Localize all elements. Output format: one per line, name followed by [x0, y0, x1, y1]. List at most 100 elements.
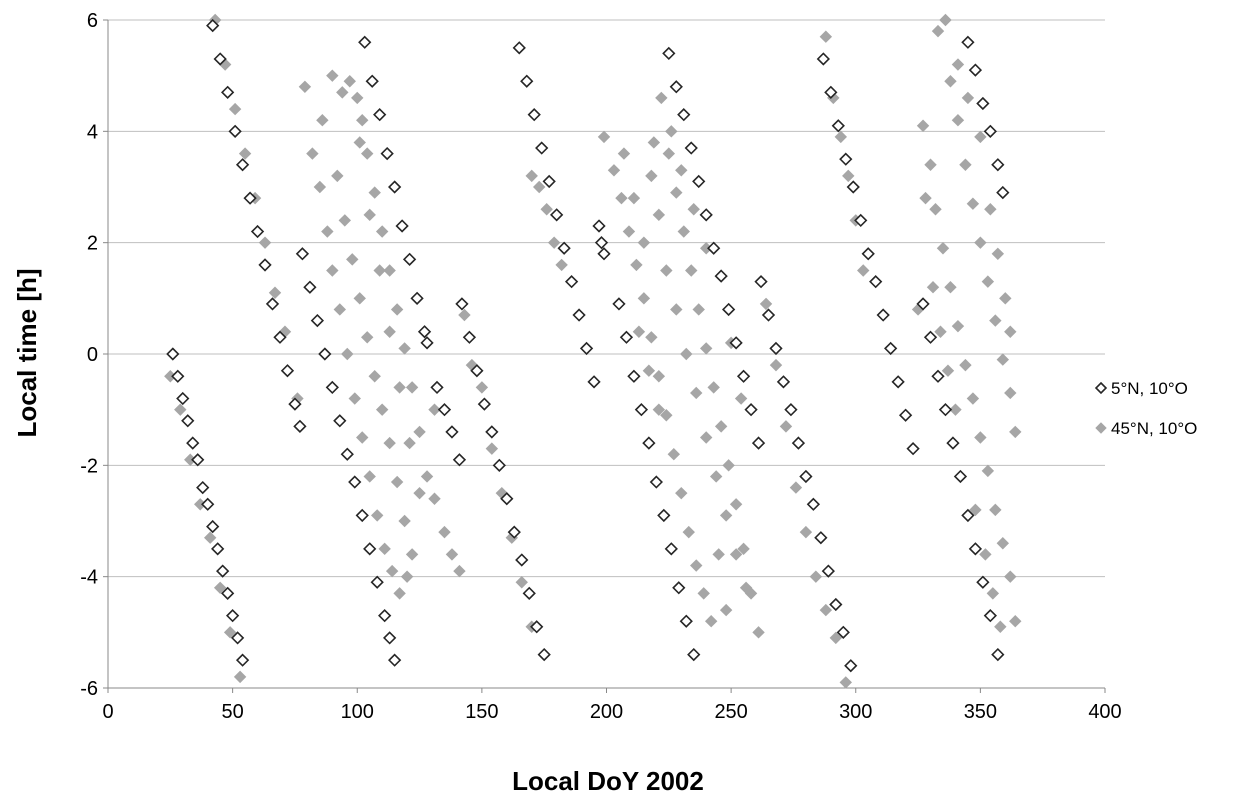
point	[857, 264, 870, 277]
point	[515, 576, 528, 589]
point	[699, 431, 713, 444]
point	[690, 386, 703, 400]
point	[438, 525, 451, 539]
point	[929, 203, 942, 216]
point	[365, 74, 379, 88]
point	[898, 408, 913, 422]
point	[361, 331, 374, 344]
point	[692, 303, 705, 316]
point	[492, 458, 506, 472]
point	[306, 147, 319, 160]
point	[729, 336, 743, 350]
point	[564, 275, 579, 289]
point	[976, 96, 990, 111]
point	[181, 414, 195, 428]
x-tick-label: 50	[222, 701, 244, 723]
point	[223, 626, 237, 639]
point	[413, 425, 426, 439]
point	[348, 475, 362, 489]
point	[201, 497, 215, 511]
point	[216, 564, 230, 578]
point	[684, 141, 698, 155]
point	[383, 325, 396, 338]
point	[752, 626, 765, 639]
point	[325, 380, 339, 395]
point	[677, 225, 690, 238]
point	[295, 247, 310, 261]
point	[346, 253, 359, 266]
point	[670, 186, 683, 199]
point	[645, 331, 658, 344]
point	[714, 420, 728, 433]
point	[619, 330, 634, 344]
point	[652, 208, 666, 222]
point	[592, 219, 606, 233]
point	[959, 358, 972, 372]
point	[356, 113, 369, 127]
point	[363, 470, 376, 483]
point	[525, 169, 538, 183]
point	[707, 381, 720, 394]
point	[991, 647, 1005, 662]
point	[675, 164, 688, 177]
point	[831, 119, 845, 133]
point	[477, 397, 491, 411]
point	[527, 108, 541, 122]
point	[455, 297, 469, 311]
point	[587, 375, 601, 389]
point	[203, 531, 217, 544]
point	[452, 453, 467, 467]
point	[515, 553, 529, 567]
point	[630, 258, 643, 272]
point	[166, 347, 180, 361]
point	[675, 486, 688, 500]
point	[951, 319, 965, 333]
point	[579, 341, 594, 356]
point	[522, 586, 536, 600]
point	[532, 180, 546, 194]
point	[355, 508, 369, 523]
point	[652, 403, 666, 416]
point	[966, 197, 980, 210]
x-tick-label: 300	[839, 701, 872, 723]
point	[949, 403, 962, 416]
point	[627, 369, 641, 383]
point	[333, 414, 347, 428]
point	[221, 586, 235, 600]
point	[906, 442, 920, 456]
point	[739, 581, 753, 595]
point	[238, 147, 252, 160]
point	[597, 130, 611, 144]
x-tick-label: 400	[1088, 701, 1121, 723]
point	[642, 364, 656, 377]
point	[944, 280, 957, 294]
point	[961, 35, 975, 49]
point	[428, 492, 441, 505]
point	[994, 620, 1007, 633]
point	[273, 330, 287, 344]
point	[966, 392, 980, 405]
point	[378, 609, 392, 623]
point	[537, 647, 551, 662]
y-tick-label: -2	[80, 455, 98, 477]
point	[321, 225, 334, 238]
point	[697, 587, 710, 600]
point	[310, 313, 325, 328]
point	[974, 130, 987, 144]
point	[989, 503, 1002, 517]
point	[996, 537, 1010, 550]
point	[400, 570, 414, 583]
point	[572, 308, 586, 322]
point	[363, 208, 376, 222]
point	[228, 102, 242, 116]
point	[313, 180, 327, 194]
point	[744, 403, 758, 417]
legend-marker	[1094, 381, 1108, 395]
point	[983, 609, 997, 623]
point	[984, 203, 997, 216]
point	[662, 147, 676, 160]
point	[769, 341, 783, 356]
x-tick-label: 350	[964, 701, 997, 723]
point	[622, 225, 636, 238]
point	[358, 35, 372, 49]
